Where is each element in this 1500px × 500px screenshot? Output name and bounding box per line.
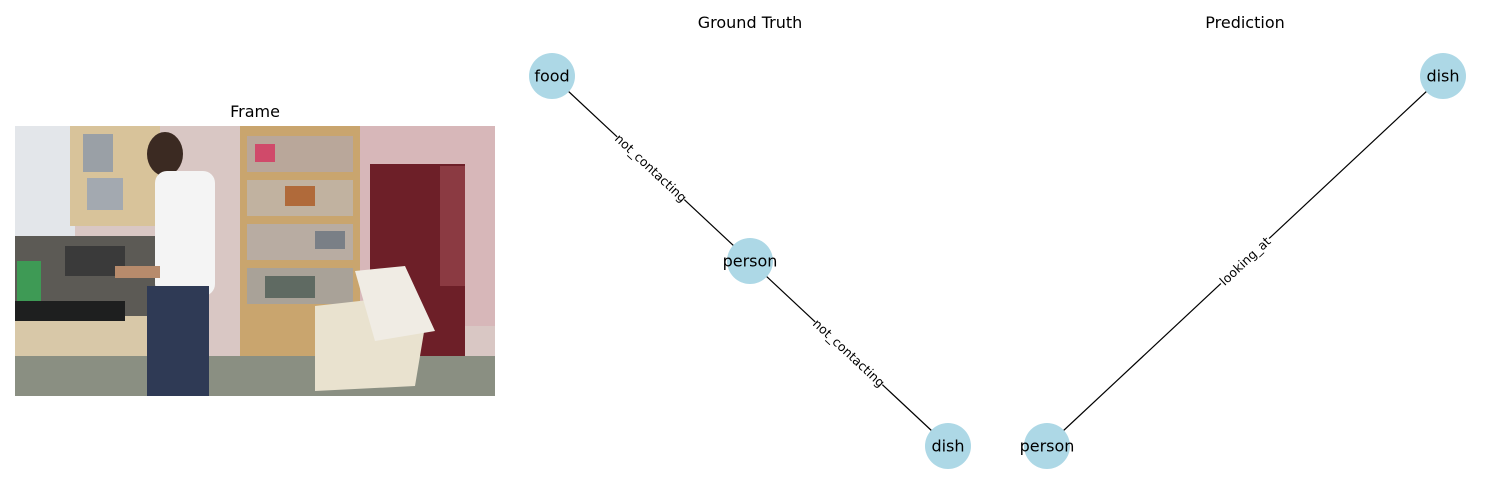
ground-truth-title: Ground Truth — [697, 13, 803, 32]
kitchen-scene-illustration — [15, 126, 495, 396]
pred-edge-label: looking_at — [1216, 234, 1273, 289]
gt-node-food-label: food — [534, 67, 569, 86]
pred-node-dish-label: dish — [1426, 67, 1459, 86]
pred-node-person: person — [1020, 423, 1075, 469]
frame-title: Frame — [230, 102, 280, 121]
prediction-title: Prediction — [1205, 13, 1285, 32]
gt-node-dish-label: dish — [931, 437, 964, 456]
gt-node-dish: dish — [925, 423, 971, 469]
gt-node-person: person — [723, 238, 778, 284]
pred-edge-label-group: looking_at — [1215, 232, 1275, 290]
video-frame-image — [15, 126, 495, 396]
gt-node-person-label: person — [723, 252, 778, 271]
pred-node-dish: dish — [1420, 53, 1466, 99]
pred-node-person-label: person — [1020, 437, 1075, 456]
gt-node-food: food — [529, 53, 575, 99]
